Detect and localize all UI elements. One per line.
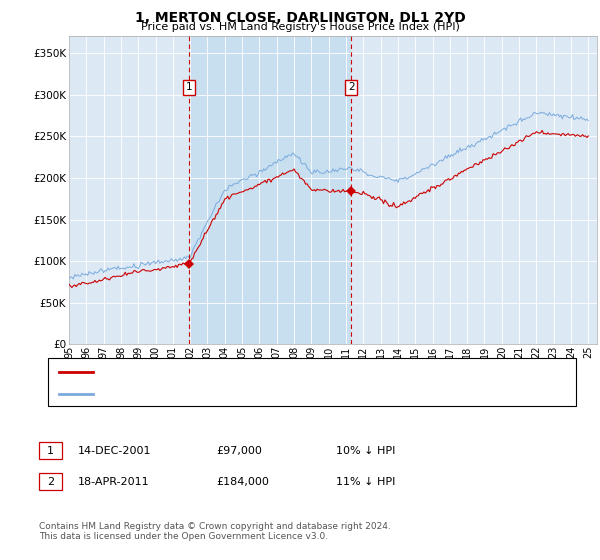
Text: 14-DEC-2001: 14-DEC-2001	[78, 446, 151, 456]
Text: 2: 2	[348, 82, 355, 92]
Bar	[190, 36, 351, 344]
Text: 10% ↓ HPI: 10% ↓ HPI	[336, 446, 395, 456]
Text: Contains HM Land Registry data © Crown copyright and database right 2024.
This d: Contains HM Land Registry data © Crown c…	[39, 522, 391, 542]
Text: 11% ↓ HPI: 11% ↓ HPI	[336, 477, 395, 487]
Text: 1, MERTON CLOSE, DARLINGTON, DL1 2YD (detached house): 1, MERTON CLOSE, DARLINGTON, DL1 2YD (de…	[98, 367, 413, 377]
Text: Price paid vs. HM Land Registry's House Price Index (HPI): Price paid vs. HM Land Registry's House …	[140, 22, 460, 32]
Text: £97,000: £97,000	[216, 446, 262, 456]
Text: HPI: Average price, detached house, Darlington: HPI: Average price, detached house, Darl…	[98, 389, 346, 399]
Text: 18-APR-2011: 18-APR-2011	[78, 477, 149, 487]
Text: 1, MERTON CLOSE, DARLINGTON, DL1 2YD: 1, MERTON CLOSE, DARLINGTON, DL1 2YD	[134, 11, 466, 25]
Text: 1: 1	[186, 82, 193, 92]
Text: 2: 2	[47, 477, 54, 487]
Text: £184,000: £184,000	[216, 477, 269, 487]
Text: 1: 1	[47, 446, 54, 456]
